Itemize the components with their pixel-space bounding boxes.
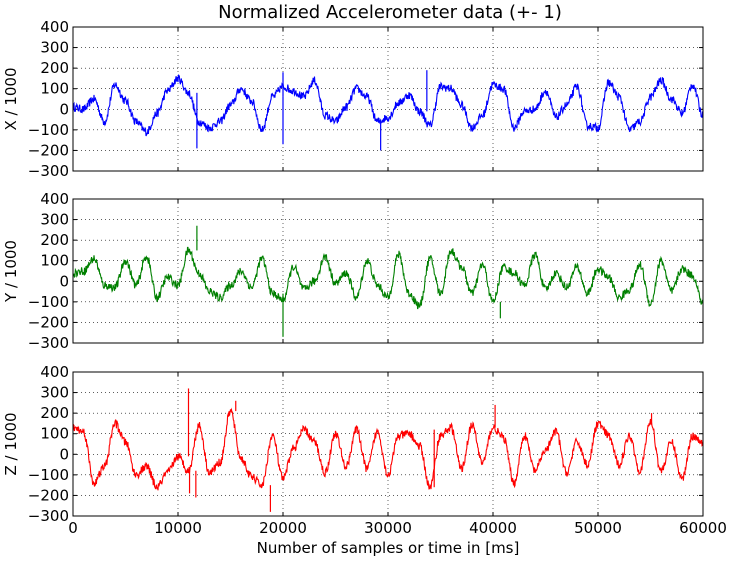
y-tick-label: −300 [28, 162, 69, 180]
x-tick-label: 50000 [574, 519, 622, 537]
y-tick-label: 300 [40, 211, 69, 229]
x-tick-label: 40000 [469, 519, 517, 537]
y-tick-label: −100 [28, 293, 69, 311]
x-tick-label: 30000 [364, 519, 412, 537]
y-tick-label: 200 [40, 404, 69, 422]
axes-frame [72, 371, 704, 517]
y-tick-label: −300 [28, 334, 69, 352]
y-tick-label: 0 [59, 445, 69, 463]
chart-title: Normalized Accelerometer data (+- 1) [218, 2, 562, 23]
series-line-x [72, 74, 704, 137]
y-tick-label: −200 [28, 486, 69, 504]
y-tick-label: 400 [40, 363, 69, 381]
y-tick-label: 200 [40, 231, 69, 249]
x-axis-label: Number of samples or time in [ms] [257, 539, 520, 557]
y-tick-label: −100 [28, 466, 69, 484]
x-tick-label: 10000 [154, 519, 202, 537]
y-tick-label: 0 [59, 100, 69, 118]
y-tick-label: 400 [40, 18, 69, 36]
y-tick-label: −100 [28, 121, 69, 139]
axes-frame [72, 26, 704, 172]
y-tick-label: 0 [59, 272, 69, 290]
series-line-z [72, 407, 704, 491]
axes-frame [72, 198, 704, 344]
x-tick-label: 20000 [259, 519, 307, 537]
x-tick-label: 60000 [679, 519, 727, 537]
y-tick-label: 200 [40, 59, 69, 77]
y-tick-label: 300 [40, 39, 69, 57]
y-axis-label: Y / 1000 [2, 240, 20, 303]
y-tick-label: 100 [40, 80, 69, 98]
y-tick-label: 400 [40, 190, 69, 208]
y-tick-label: −200 [28, 141, 69, 159]
y-axis-label: Z / 1000 [2, 412, 20, 475]
y-axis-label: X / 1000 [2, 67, 20, 130]
y-tick-label: 100 [40, 252, 69, 270]
y-tick-label: 100 [40, 425, 69, 443]
y-tick-label: 300 [40, 384, 69, 402]
y-tick-label: −200 [28, 313, 69, 331]
series-line-y [72, 246, 704, 310]
x-tick-label: 0 [68, 519, 78, 537]
y-tick-label: −300 [28, 507, 69, 525]
